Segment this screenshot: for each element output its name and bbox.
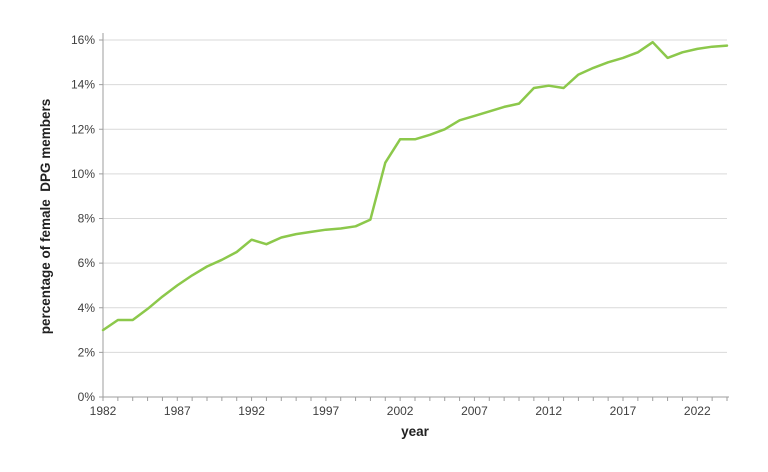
x-tick-label: 2012 [535, 404, 562, 418]
y-tick-label: 2% [78, 345, 96, 359]
x-tick-label: 1992 [238, 404, 265, 418]
x-tick-label: 2007 [461, 404, 488, 418]
y-tick-label: 10% [71, 167, 95, 181]
y-tick-label: 6% [78, 256, 96, 270]
y-tick-label: 14% [71, 78, 95, 92]
x-tick-label: 2022 [684, 404, 711, 418]
x-tick-label: 1997 [313, 404, 340, 418]
x-tick-label: 2017 [610, 404, 637, 418]
y-tick-label: 4% [78, 301, 96, 315]
y-tick-label: 16% [71, 33, 95, 47]
x-tick-label: 2002 [387, 404, 414, 418]
y-tick-label: 8% [78, 212, 96, 226]
x-tick-label: 1987 [164, 404, 191, 418]
x-tick-label: 1982 [90, 404, 117, 418]
y-tick-label: 0% [78, 390, 96, 404]
x-axis-title: year [401, 424, 429, 439]
data-series-line [101, 40, 729, 332]
y-axis-title: percentage of female DPG members [38, 98, 53, 335]
y-tick-label: 12% [71, 122, 95, 136]
